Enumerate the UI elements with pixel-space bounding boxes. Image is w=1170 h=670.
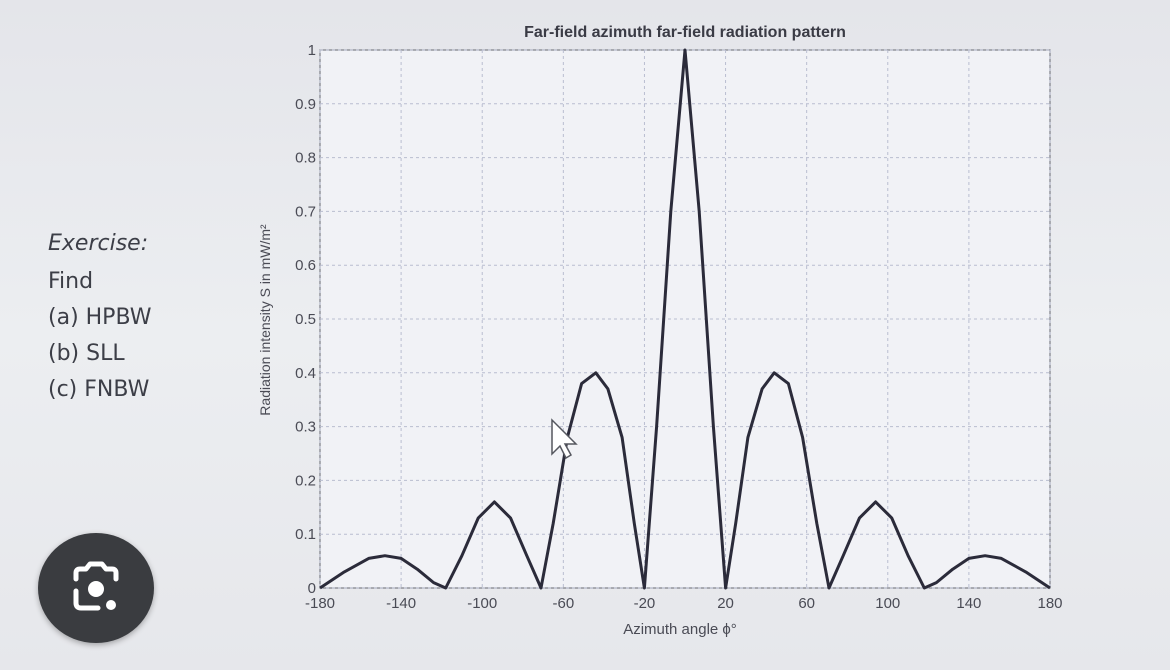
y-tick-label: 0.2 (295, 472, 316, 489)
y-tick-label: 0.1 (295, 526, 316, 543)
y-tick-label: 0.6 (295, 257, 316, 274)
tick-labels: -180 -140 -100 -60 -20 20 60 100 140 180 0 0.1 0.2 0.… (295, 42, 1062, 612)
x-tick-label: -180 (305, 595, 335, 612)
x-tick-label: 60 (798, 595, 815, 612)
x-tick-label: -60 (552, 595, 574, 612)
y-tick-label: 0.3 (295, 419, 316, 436)
x-tick-label: 100 (875, 595, 900, 612)
grid-lines (319, 49, 1051, 589)
y-tick-label: 1 (308, 42, 316, 59)
y-tick-label: 0.8 (295, 150, 316, 167)
y-tick-label: 0.7 (295, 203, 316, 220)
y-axis-label: Radiation intensity S in mW/m² (257, 224, 273, 416)
exercise-line-sll: (b) SLL (48, 341, 125, 366)
x-tick-label: 180 (1037, 595, 1062, 612)
x-tick-label: -20 (634, 595, 656, 612)
x-tick-label: 140 (956, 595, 981, 612)
x-axis-label: Azimuth angle ϕ° (623, 621, 737, 638)
exercise-panel: Exercise: Find (a) HPBW (b) SLL (c) FNBW (48, 226, 152, 408)
exercise-line-find: Find (48, 269, 94, 294)
x-tick-label: -140 (386, 595, 416, 612)
lens-search-button[interactable] (38, 533, 154, 643)
chart-title: Far-field azimuth far-field radiation pa… (524, 24, 846, 41)
mouse-cursor-icon (551, 418, 578, 460)
y-tick-label: 0.5 (295, 311, 316, 328)
exercise-title: Exercise: (48, 231, 149, 256)
y-tick-label: 0.4 (295, 365, 316, 382)
y-tick-label: 0.9 (295, 96, 316, 113)
x-tick-label: -100 (467, 595, 497, 612)
y-tick-label: 0 (308, 580, 316, 597)
camera-lens-icon (73, 561, 119, 611)
exercise-line-hpbw: (a) HPBW (48, 305, 152, 330)
radiation-pattern-line (319, 48, 1051, 590)
x-tick-label: 20 (717, 595, 734, 612)
exercise-line-fnbw: (c) FNBW (48, 377, 150, 402)
